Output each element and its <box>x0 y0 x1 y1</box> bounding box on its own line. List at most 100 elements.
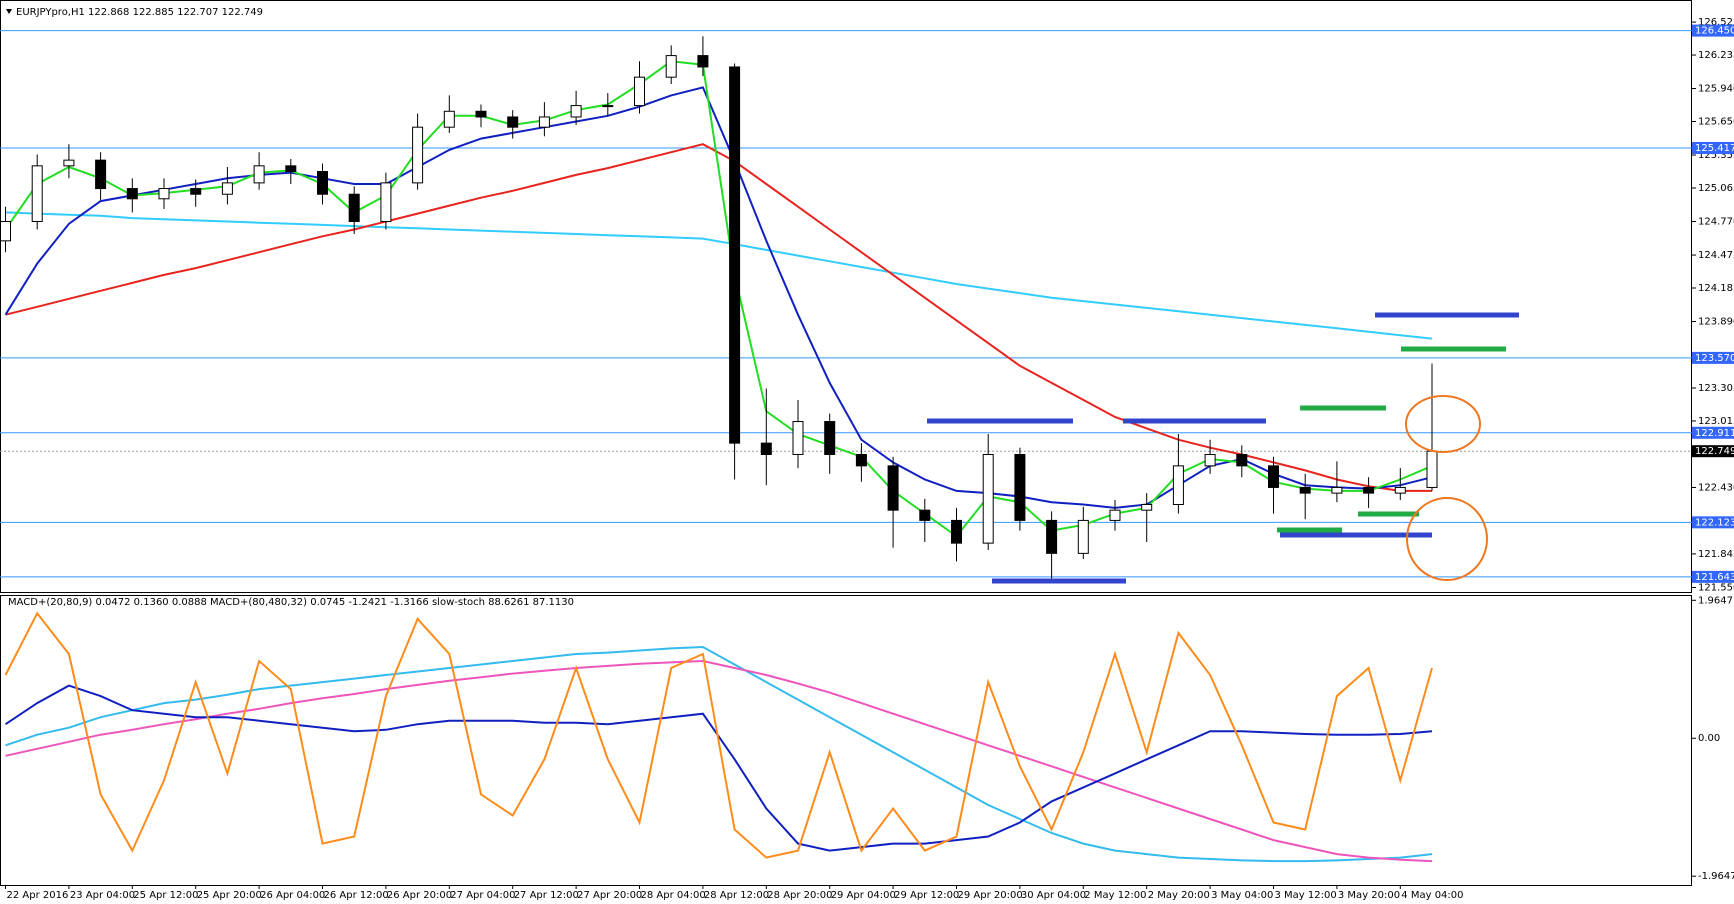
candle-body <box>348 193 360 223</box>
candle-body <box>443 110 455 128</box>
y-tick-label: 0.00 <box>1698 733 1720 744</box>
menu-arrow[interactable] <box>6 9 12 14</box>
level-label-box <box>1692 516 1734 529</box>
candle-body <box>1046 519 1058 554</box>
level-label-box <box>1692 351 1734 364</box>
candle-body <box>855 453 867 467</box>
candle-body <box>31 165 43 223</box>
candle-body <box>412 126 424 184</box>
candle-body <box>792 421 804 455</box>
indicator-line <box>4 60 1433 538</box>
candle-body <box>602 105 614 108</box>
level-label: 122.123 <box>1695 517 1734 528</box>
candle-body <box>158 188 170 200</box>
level-label-box <box>1692 24 1734 37</box>
y-tick-label: 126.525 <box>1698 17 1734 28</box>
candle-body <box>285 165 297 173</box>
x-tick-label: 28 Apr 12:00 <box>704 890 769 901</box>
x-tick-label: 23 Apr 04:00 <box>70 890 135 901</box>
y-tick-label: 126.235 <box>1698 50 1734 61</box>
x-tick-label: 29 Apr 04:00 <box>831 890 896 901</box>
symbol-header: EURJPYpro,H1 122.868 122.885 122.707 122… <box>16 7 263 18</box>
level-label-box <box>1692 141 1734 154</box>
indicator-line <box>5 645 1433 863</box>
indicator-header: MACD+(20,80,9) 0.0472 0.1360 0.0888 MACD… <box>8 597 574 608</box>
candle-body <box>919 509 931 521</box>
x-tick-label: 30 Apr 04:00 <box>1021 890 1086 901</box>
indicator-line <box>4 611 1433 859</box>
highlight-circle[interactable] <box>1405 395 1481 453</box>
level-label: 125.417 <box>1695 143 1734 154</box>
candle-body <box>95 159 107 190</box>
y-tick-label: 1.9647 <box>1698 595 1733 606</box>
x-tick-label: 26 Apr 04:00 <box>260 890 325 901</box>
x-tick-label: 3 May 20:00 <box>1338 890 1400 901</box>
user-drawings <box>927 312 1519 584</box>
x-tick-label: 28 Apr 20:00 <box>767 890 832 901</box>
candle-body <box>0 221 11 242</box>
y-tick-label: 121.550 <box>1698 582 1734 593</box>
highlight-circle[interactable] <box>1406 497 1488 581</box>
candle-body <box>1204 453 1216 467</box>
x-tick-label: 4 May 04:00 <box>1401 890 1463 901</box>
candle-body <box>634 76 645 107</box>
x-tick-label: 3 May 12:00 <box>1275 890 1337 901</box>
candle-body <box>1236 453 1248 467</box>
candle-body <box>538 116 550 128</box>
main-panel-frame <box>0 0 1692 593</box>
candle-body <box>824 421 836 455</box>
y-tick-label: 125.065 <box>1698 183 1734 194</box>
candle-body <box>1299 486 1311 494</box>
candle-body <box>126 188 138 200</box>
x-tick-label: 25 Apr 12:00 <box>133 890 198 901</box>
candle-body <box>1331 486 1343 494</box>
x-tick-label: 2 May 20:00 <box>1148 890 1210 901</box>
candle-body <box>1172 465 1184 505</box>
x-tick-label: 29 Apr 12:00 <box>894 890 959 901</box>
y-tick-label: 123.890 <box>1698 317 1734 328</box>
level-label: 126.450 <box>1695 26 1734 37</box>
candle-body <box>1394 486 1406 494</box>
candle-body <box>887 465 899 511</box>
x-tick-label: 27 Apr 20:00 <box>577 890 642 901</box>
candle-body <box>475 110 487 118</box>
candle-body <box>380 182 392 223</box>
y-tick-label: 124.770 <box>1698 217 1734 228</box>
y-tick-label: 124.475 <box>1698 250 1734 261</box>
candle-body <box>951 519 962 544</box>
indicator-panel-frame <box>0 595 1692 886</box>
level-label-box <box>1692 426 1734 439</box>
candle-body <box>1141 503 1153 511</box>
candle-body <box>190 188 202 195</box>
candle-body <box>221 182 233 195</box>
indicator-line <box>5 659 1433 863</box>
candle-body <box>1268 465 1279 488</box>
candle-body <box>1077 519 1089 554</box>
candle-body <box>697 55 709 68</box>
y-tick-label: 125.650 <box>1698 117 1734 128</box>
candle-body <box>570 105 582 118</box>
y-tick-label: 124.185 <box>1698 283 1734 294</box>
candle-body <box>1363 486 1375 494</box>
candle-body <box>317 171 328 195</box>
indicator-line <box>5 211 1433 340</box>
x-tick-label: 22 Apr 2016 <box>7 890 69 901</box>
indicator-line <box>4 86 1433 509</box>
y-tick-label: 123.305 <box>1698 383 1734 394</box>
current-price-box <box>1692 445 1734 458</box>
candle-body <box>63 159 75 167</box>
candle-body <box>1109 509 1121 521</box>
candle-body <box>507 116 519 128</box>
x-tick-label: 2 May 12:00 <box>1084 890 1146 901</box>
indicator-line <box>5 143 1432 492</box>
x-tick-label: 27 Apr 04:00 <box>450 890 515 901</box>
candle-body <box>982 453 994 544</box>
x-tick-label: 26 Apr 20:00 <box>387 890 452 901</box>
y-tick-label: 121.845 <box>1698 549 1734 560</box>
x-tick-label: 28 Apr 04:00 <box>641 890 706 901</box>
level-label: 123.570 <box>1695 353 1734 364</box>
x-tick-label: 3 May 04:00 <box>1211 890 1273 901</box>
y-tick-label: 123.015 <box>1698 416 1734 427</box>
candle-body <box>729 66 741 444</box>
